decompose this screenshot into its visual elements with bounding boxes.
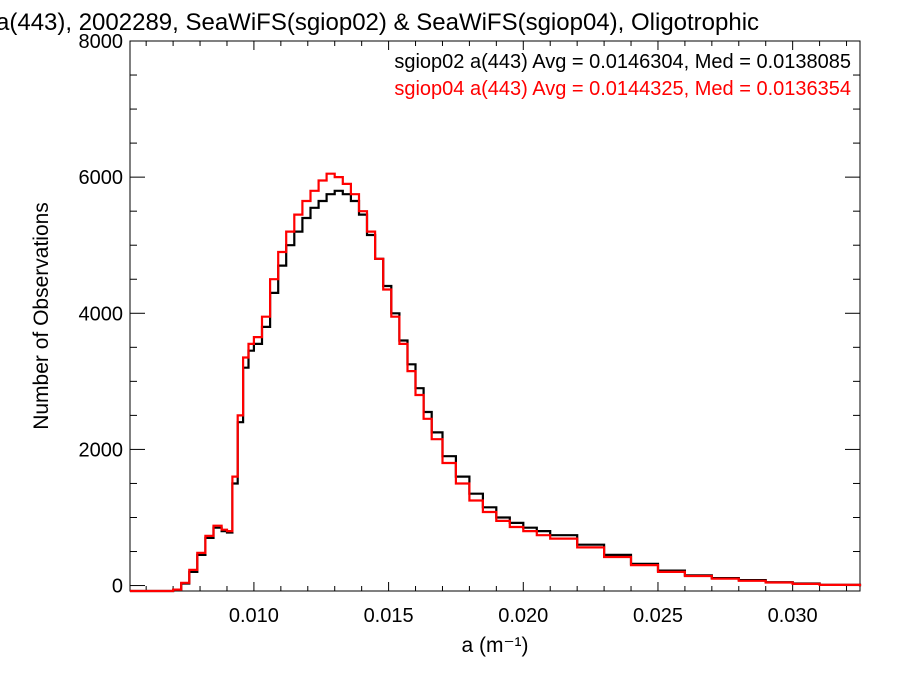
x-axis-label: a (m⁻¹) xyxy=(461,634,528,657)
x-tick-label: 0.025 xyxy=(633,605,683,627)
y-tick-label: 2000 xyxy=(79,439,124,461)
x-tick-label: 0.010 xyxy=(229,605,279,627)
y-tick-label: 8000 xyxy=(79,31,124,53)
legend: sgiop02 a(443) Avg = 0.0146304, Med = 0.… xyxy=(394,51,851,100)
x-tick-label: 0.015 xyxy=(364,605,414,627)
series-layer xyxy=(130,172,862,593)
y-tick-label: 0 xyxy=(112,576,123,598)
y-axis: 0 2000 4000 6000 8000 xyxy=(79,31,860,598)
x-tick-label: 0.030 xyxy=(768,605,818,627)
chart-title: a(443), 2002289, SeaWiFS(sgiop02) & SeaW… xyxy=(0,9,759,36)
series-line-1 xyxy=(130,189,862,593)
y-axis-label: Number of Observations xyxy=(30,202,53,430)
legend-entry-2: sgiop04 a(443) Avg = 0.0144325, Med = 0.… xyxy=(394,78,851,100)
x-tick-label: 0.020 xyxy=(498,605,548,627)
legend-entry-1: sgiop02 a(443) Avg = 0.0146304, Med = 0.… xyxy=(394,51,851,73)
x-axis: 0.010 0.015 0.020 0.025 0.030 xyxy=(145,41,848,627)
y-tick-label: 4000 xyxy=(79,303,124,325)
series-line-2 xyxy=(130,172,862,593)
plot-frame xyxy=(129,40,861,592)
y-tick-label: 6000 xyxy=(79,167,124,189)
